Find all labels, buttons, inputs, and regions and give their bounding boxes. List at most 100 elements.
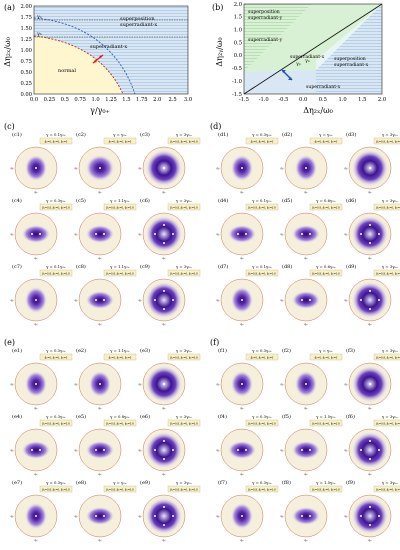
subpanel-label: (c9) <box>140 263 150 270</box>
superradiant-label: superradiant-x <box>90 44 127 50</box>
minimum-dot <box>369 167 371 169</box>
panel-b-ylabel: Δη₂ᵧ/ω₀ <box>215 37 224 66</box>
param-box <box>167 419 201 427</box>
param-label: βₓ=0.8, βₓ=0, βₓ=0.8 <box>376 422 400 426</box>
density-map-f3: (f3) γ = 3γ₀₊ βₓ=0.8, βₓ=0, βₓ=0.8 qₓ qᵧ <box>344 347 400 410</box>
gamma-label: γ = γ₀₊ <box>319 132 333 137</box>
tick-label: 0.0 <box>299 97 307 103</box>
axis-x-label: qₓ <box>240 256 244 260</box>
minimum-dot <box>163 383 165 385</box>
subpanel-label: (d5) <box>282 197 292 204</box>
tick-label: -1.0 <box>232 79 242 85</box>
density-blob <box>86 507 114 525</box>
tick-label: 2.0 <box>234 2 242 8</box>
tick-label: 0.0 <box>234 53 242 59</box>
param-box <box>167 485 201 493</box>
tick-label: 2.0 <box>153 97 161 103</box>
density-map-grids: (c)(c1) γ = 0.1γ₀₊βₓ=0, βₓ=0, βₓ=0qₓqᵧ(c2… <box>4 122 400 542</box>
minimum-dot <box>95 233 97 235</box>
axis-y-label: qᵧ <box>74 382 78 386</box>
b-tl-2: superradiant-y <box>248 15 283 21</box>
density-ring <box>146 498 182 534</box>
b-c-3: γₙ <box>305 59 310 64</box>
tick-label: 0.75 <box>20 59 32 65</box>
minimum-dot <box>103 449 105 451</box>
minimum-dot <box>35 383 37 385</box>
tick-label: -0.5 <box>232 66 242 72</box>
param-box <box>103 353 137 361</box>
density-map-d4: (d4) γ = 0.1γ₀₊ βₓ=0.8, βₓ=0, βₓ=0.8 qₓ qᵧ <box>216 197 279 260</box>
param-label: βₓ=0.8, βₓ=0, βₓ=0.8 <box>42 422 70 426</box>
b-mid-1: superradiant-y <box>248 37 283 43</box>
density-map-d2: (d2) γ = γ₀₊ βₓ=0, βₓ=0, βₓ=0 qₓ qᵧ <box>280 131 343 194</box>
gamma-label: γ = γ₀₊ <box>113 480 127 485</box>
minimum-dot <box>378 449 380 451</box>
minimum-dot <box>154 299 156 301</box>
minimum-dot <box>360 515 362 517</box>
subpanel-label: (e3) <box>140 347 150 354</box>
minimum-dot <box>95 515 97 517</box>
panel-a-yticks: 2.00 1.75 1.50 1.25 1.00 0.75 0.50 0.25 0.00 <box>20 4 32 98</box>
gamma-label: γ = 3γ₀₊ <box>382 348 398 353</box>
param-label: βₓ=0, βₓ=0, βₓ=0 <box>109 140 132 144</box>
axis-y-label: qᵧ <box>216 166 220 170</box>
minimum-dot <box>301 515 303 517</box>
grid-c: (c)(c1) γ = 0.1γ₀₊βₓ=0, βₓ=0, βₓ=0qₓqᵧ(c2… <box>4 122 201 326</box>
density-map-f4: (f4) γ = 0.3γ₀₊ βₓ=0.8, βₓ=0, βₓ=0.8 qₓ qᵧ <box>216 413 279 476</box>
axis-y-label: qᵧ <box>280 298 284 302</box>
density-map-e1: (e1) γ = 0.3γ₀₊ βₓ=0, βₓ=0, βₓ=0 qₓ qᵧ <box>10 347 73 410</box>
minimum-dot <box>241 515 243 517</box>
tick-label: -1.5 <box>239 97 249 103</box>
grid-label: (d) <box>210 122 221 131</box>
minimum-dot <box>172 515 174 517</box>
grid-d: (d)(d1) γ = 0.3γ₀₊βₓ=0, βₓ=0, βₓ=0qₓqᵧ(d2… <box>210 122 400 326</box>
param-label: βₓ=0.8, βₓ=0, βₓ=0.8 <box>376 488 400 492</box>
density-map-c8: (c8) γ = 1.1γ₀₊ βₓ=0.8, βₓ=0, βₓ=0.8 qₓ qᵧ <box>74 263 137 326</box>
param-box <box>309 485 343 493</box>
subpanel-label: (e4) <box>12 413 22 420</box>
axis-y-label: qᵧ <box>138 382 142 386</box>
density-map-c4: (c4) γ = 0.3γ₀₊ βₓ=0.8, βₓ=0, βₓ=0.8 qₓ qᵧ <box>10 197 73 260</box>
minimum-dot <box>241 299 243 301</box>
param-label: βₓ=0.8, βₓ=0, βₓ=0.8 <box>106 272 134 276</box>
density-map-e6: (e6) γ = 3γ₀₊ βₓ=0.8, βₓ=0, βₓ=0.8 qₓ qᵧ <box>138 413 201 476</box>
density-map-d7: (d7) γ = 0.1γ₀₊ βₓ=0.8, βₓ=0, βₓ=0.8 qₓ qᵧ <box>216 263 279 326</box>
param-label: βₓ=0.8, βₓ=0, βₓ=0.8 <box>312 422 340 426</box>
subpanel-label: (c8) <box>76 263 86 270</box>
density-ring <box>352 432 388 468</box>
b-bot: superradiant-x <box>306 84 341 90</box>
subpanel-label: (e6) <box>140 413 150 420</box>
param-label: βₓ=0.8, βₓ=0, βₓ=0.8 <box>376 356 400 360</box>
density-blob <box>292 441 320 459</box>
param-label: βₓ=0.8, βₓ=0, βₓ=0.8 <box>170 140 198 144</box>
minimum-dot <box>237 233 239 235</box>
axis-y-label: qᵧ <box>10 382 14 386</box>
panel-a-ylabel: Δη₂ₓ/ω₀ <box>3 37 12 67</box>
density-map-e2: (e2) γ = 1.1γ₀₊ βₓ=0, βₓ=0, βₓ=0 qₓ qᵧ <box>74 347 137 410</box>
minimum-dot <box>369 242 371 244</box>
minimum-dot <box>378 299 380 301</box>
subpanel-label: (c3) <box>140 131 150 138</box>
panel-b-xlabel: Δη₂ₓ/ω₀ <box>303 106 333 115</box>
gamma-label: γ = 3γ₀₊ <box>382 132 398 137</box>
param-label: βₓ=0, βₓ=0, βₓ=0 <box>109 356 132 360</box>
tick-label: 1.0 <box>338 97 346 103</box>
minimum-dot <box>99 167 101 169</box>
grid-e: (e)(e1) γ = 0.3γ₀₊βₓ=0, βₓ=0, βₓ=0qₓqᵧ(e2… <box>4 338 201 542</box>
tick-label: 1.25 <box>105 97 117 103</box>
tick-label: 1.00 <box>20 48 32 54</box>
subpanel-label: (f5) <box>282 413 291 420</box>
subpanel-label: (d7) <box>218 263 228 270</box>
density-map-d9: (d9) γ = 3γ₀₊ βₓ=0.8, βₓ=0, βₓ=0.8 qₓ qᵧ <box>344 263 400 326</box>
gamma-label: γ = 1.5γ₀₊ <box>316 480 336 485</box>
param-box <box>39 419 73 427</box>
red-arrow-tail <box>93 60 97 63</box>
panel-b-label: (b) <box>212 3 223 12</box>
minimum-dot <box>154 233 156 235</box>
subpanel-label: (c1) <box>12 131 22 138</box>
minimum-dot <box>241 383 243 385</box>
density-map-e4: (e4) γ = 0.3γ₀₊ βₓ=0.8, βₓ=0, βₓ=0.8 qₓ qᵧ <box>10 413 73 476</box>
density-map-f6: (f6) γ = 3γ₀₊ βₓ=0.8, βₓ=0, βₓ=0.8 qₓ qᵧ <box>344 413 400 476</box>
gamma-label: γ = 0.3γ₀₊ <box>252 132 272 137</box>
diagonal-line <box>243 3 383 95</box>
